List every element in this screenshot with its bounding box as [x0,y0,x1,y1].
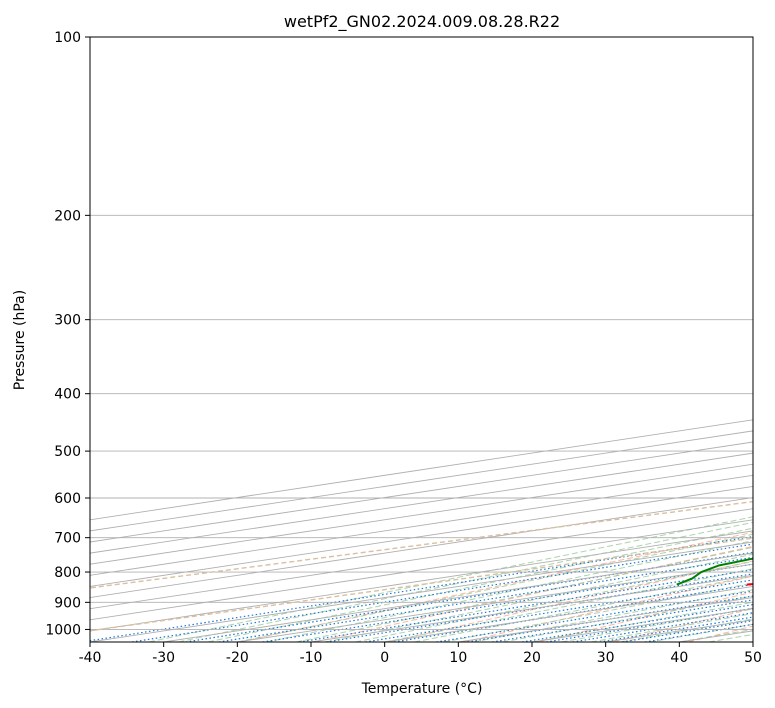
isotherm-line [90,519,753,621]
x-tick-label: -40 [79,650,102,666]
reference-curve [90,537,753,632]
mixing-ratio-line [299,569,753,642]
x-tick-label: -10 [300,650,323,666]
y-tick-label: 700 [54,531,81,547]
dry-adiabats [239,24,775,642]
y-tick-label: 200 [54,208,81,224]
dry-adiabat-line [239,531,753,642]
y-axis-label: Pressure (hPa) [12,290,28,390]
isotherm-line [90,463,753,565]
y-tick-label: 600 [54,491,81,507]
mixing-ratio-line [262,563,753,642]
isotherm-line [90,441,753,543]
dry-adiabat-line [538,591,753,642]
x-tick-label: 10 [449,650,467,666]
mixing-ratio-line [218,556,753,642]
mixing-ratio-line [436,590,753,642]
dry-adiabat-line [463,575,753,642]
y-tick-label: 300 [54,313,81,329]
outer-reference-curves [90,500,753,632]
y-axis-ticks: 100 200 300 400 500 600 700 800 900 1000 [45,30,90,638]
moist-adiabat-line [472,589,753,642]
y-tick-label: 400 [54,387,81,403]
x-tick-label: 30 [597,650,615,666]
dry-adiabat-line [389,560,753,642]
moist-adiabat-line [325,553,753,642]
x-tick-label: 50 [744,650,762,666]
dry-adiabat-line [763,24,775,642]
mixing-ratio-line [325,573,753,642]
x-tick-label: 20 [523,650,541,666]
isotherm-line [90,530,753,632]
y-tick-label: 800 [54,565,81,581]
x-axis-ticks: -40 -30 -20 -10 0 10 20 30 40 50 [79,642,762,666]
x-tick-label: 0 [380,650,389,666]
chart-title: wetPf2_GN02.2024.009.08.28.R22 [284,12,560,32]
isotherms [90,419,753,642]
isotherm-line [90,497,753,599]
mixing-ratio-line [365,579,753,642]
y-tick-label: 1000 [45,622,81,638]
moist-adiabat-line [384,568,753,642]
plot-frame [89,36,754,643]
x-tick-label: 40 [670,650,688,666]
x-tick-label: -30 [152,650,175,666]
y-tick-label: 900 [54,595,81,611]
isotherm-line [752,641,753,642]
isotherm-line [90,474,753,576]
y-tick-label: 500 [54,444,81,460]
x-tick-label: -20 [226,650,249,666]
x-axis-label: Temperature (°C) [361,681,483,697]
isotherm-line [90,452,753,554]
isotherm-line [90,485,753,587]
isobars [90,37,753,630]
y-tick-label: 100 [54,30,81,46]
isotherm-line [90,508,753,610]
plot-area: -100-90-80-70-60-50-40-30-20-10010203040… [90,24,775,642]
moist-adiabat-line [296,546,753,642]
